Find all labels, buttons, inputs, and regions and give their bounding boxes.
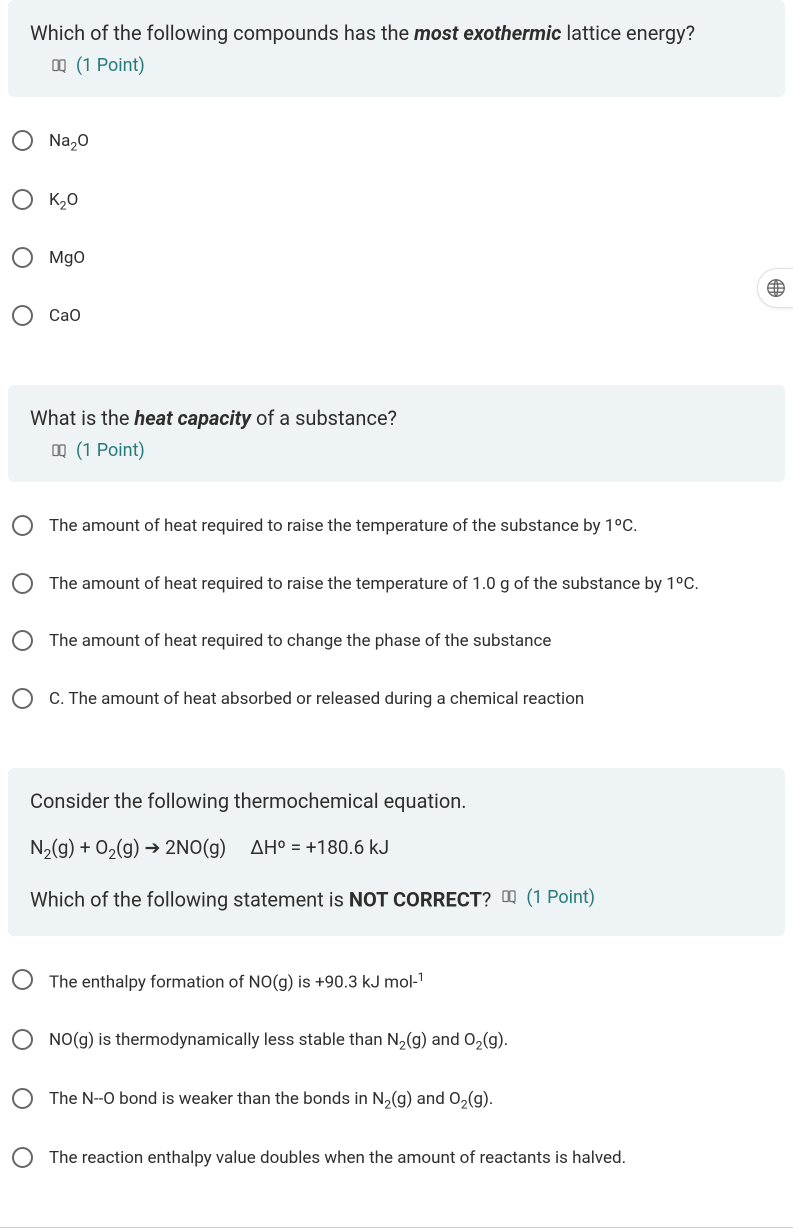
options-list: Na2O K2O MgO CaO [0,109,793,345]
radio-button[interactable] [12,189,33,210]
radio-button[interactable] [12,130,33,151]
radio-button[interactable] [12,1147,33,1168]
option-label: Na2O [49,129,89,156]
points-label: (1 Point) [76,437,145,464]
radio-button[interactable] [12,630,33,651]
radio-button[interactable] [12,305,33,326]
option-row[interactable]: The amount of heat required to raise the… [0,498,793,556]
radio-button[interactable] [12,247,33,268]
radio-button[interactable] [12,688,33,709]
option-row[interactable]: C. The amount of heat absorbed or releas… [0,671,793,729]
book-icon [50,442,68,460]
question-header: Consider the following thermochemical eq… [8,768,785,936]
option-row[interactable]: The reaction enthalpy value doubles when… [0,1130,793,1188]
radio-button[interactable] [12,515,33,536]
option-label: The enthalpy formation of NO(g) is +90.3… [49,968,425,996]
options-list: The enthalpy formation of NO(g) is +90.3… [0,948,793,1187]
option-label: K2O [49,188,78,215]
option-label: NO(g) is thermodynamically less stable t… [49,1028,508,1055]
points-label: (1 Point) [526,884,595,911]
radio-button[interactable] [12,573,33,594]
question-block: Consider the following thermochemical eq… [0,768,793,1187]
immersive-reader-icon [765,277,787,299]
points-row: (1 Point) [30,52,763,79]
option-row[interactable]: The amount of heat required to change th… [0,613,793,671]
option-row[interactable]: NO(g) is thermodynamically less stable t… [0,1012,793,1071]
option-row[interactable]: The amount of heat required to raise the… [0,556,793,614]
option-row[interactable]: K2O [0,172,793,231]
option-row[interactable]: Na2O [0,113,793,172]
radio-button[interactable] [12,969,33,990]
radio-button[interactable] [12,1029,33,1050]
question-header: What is the heat capacity of a substance… [8,385,785,482]
book-icon [500,888,518,906]
option-row[interactable]: The N--O bond is weaker than the bonds i… [0,1071,793,1130]
radio-button[interactable] [12,1088,33,1109]
points-label: (1 Point) [76,52,145,79]
question-equation: N2(g) + O2(g) ➔ 2NO(g) ΔHº = +180.6 kJ [30,834,763,865]
points-row: (1 Point) [496,884,595,911]
book-icon [50,57,68,75]
question-prompt: What is the heat capacity of a substance… [30,403,763,433]
points-row: (1 Point) [30,437,763,464]
option-label: MgO [49,246,85,272]
question-block: Which of the following compounds has the… [0,0,793,345]
accessibility-button[interactable] [757,268,793,308]
question-block: What is the heat capacity of a substance… [0,385,793,728]
option-label: The amount of heat required to raise the… [49,572,699,598]
option-label: C. The amount of heat absorbed or releas… [49,687,584,713]
question-header: Which of the following compounds has the… [8,0,785,97]
option-label: The amount of heat required to change th… [49,629,551,655]
option-label: The reaction enthalpy value doubles when… [49,1146,626,1172]
option-row[interactable]: MgO [0,230,793,288]
option-label: CaO [49,304,81,330]
option-row[interactable]: CaO [0,288,793,346]
question-prompt: Which of the following compounds has the… [30,18,763,48]
question-prompt: Consider the following thermochemical eq… [30,786,763,816]
question-tail: Which of the following statement is NOT … [30,884,763,915]
options-list: The amount of heat required to raise the… [0,494,793,728]
option-label: The amount of heat required to raise the… [49,514,638,540]
option-label: The N--O bond is weaker than the bonds i… [49,1087,493,1114]
option-row[interactable]: The enthalpy formation of NO(g) is +90.3… [0,952,793,1012]
